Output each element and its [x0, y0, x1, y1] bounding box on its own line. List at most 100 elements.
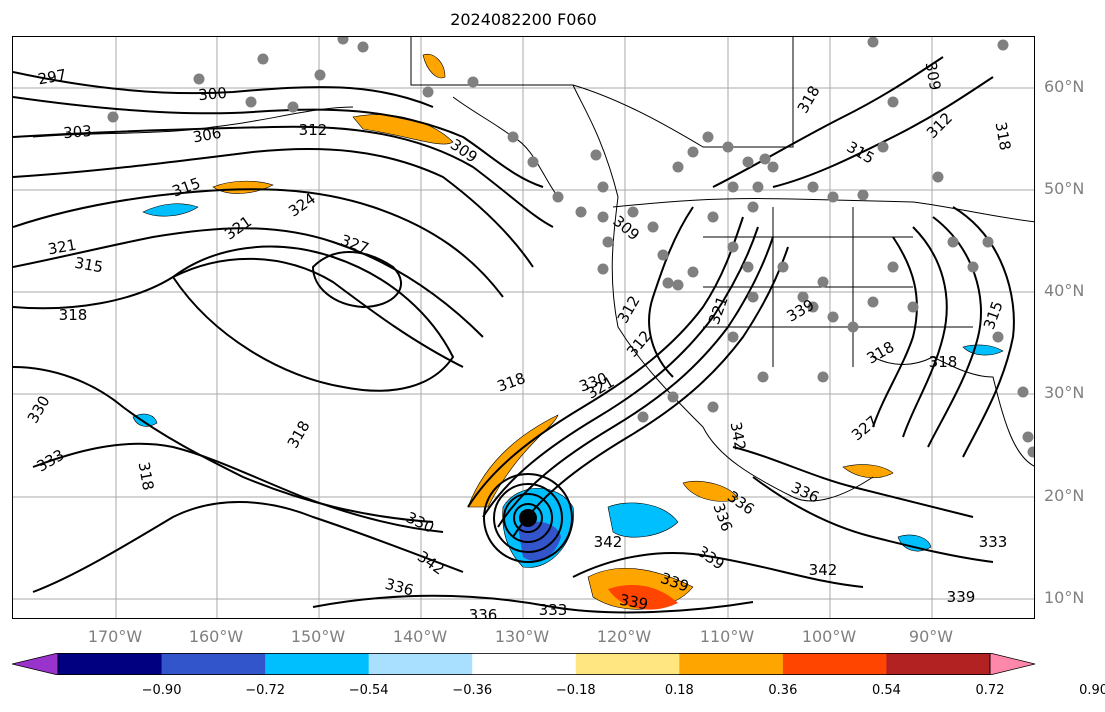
station-dot: [747, 201, 759, 213]
colorbar-tick-label: −0.18: [555, 683, 596, 698]
station-dot: [193, 73, 205, 85]
lat-label-60n: 60°N: [1044, 77, 1085, 96]
contour-label: 339: [947, 588, 976, 606]
colorbar-outline: [57, 653, 991, 675]
station-dot: [847, 321, 859, 333]
station-dot: [597, 263, 609, 275]
contour-label: 336: [383, 575, 415, 600]
station-dot: [1022, 431, 1034, 443]
contour-label: 318: [135, 460, 158, 491]
station-dot: [797, 291, 809, 303]
colorbar-extend-low: [12, 653, 59, 675]
station-dot: [727, 181, 739, 193]
contour-label: 309: [609, 212, 643, 244]
station-dot: [245, 96, 257, 108]
station-dot: [747, 291, 759, 303]
station-dot: [759, 153, 771, 165]
station-dot: [877, 141, 889, 153]
station-dot: [597, 181, 609, 193]
lat-label-40n: 40°N: [1044, 281, 1085, 300]
contour-label: 309: [922, 60, 945, 91]
contour-label: 303: [63, 122, 93, 142]
contour-label: 318: [284, 418, 314, 452]
contour-label: 342: [727, 420, 750, 451]
lat-label-50n: 50°N: [1044, 179, 1085, 198]
station-dot: [817, 276, 829, 288]
station-dot: [1017, 386, 1029, 398]
station-dot: [997, 39, 1009, 51]
station-dot: [575, 206, 587, 218]
colorbar-extend-high: [989, 653, 1036, 675]
lat-label-30n: 30°N: [1044, 383, 1085, 402]
contour-label: 318: [59, 306, 88, 324]
lat-label-10n: 10°N: [1044, 588, 1085, 607]
colorbar-segment: [58, 653, 163, 675]
contour-label: 297: [36, 66, 67, 89]
station-dot: [827, 191, 839, 203]
shade-negative-ne: [607, 502, 679, 538]
contour-label: 339: [618, 591, 649, 614]
colorbar-segment: [575, 653, 680, 675]
colorbar-tick-label: −0.72: [245, 683, 286, 698]
shade-positive-north: [422, 53, 446, 79]
colorbar-tick-label: 0.18: [664, 683, 694, 698]
lon-label-120w: 120°W: [596, 627, 652, 646]
colorbar: [12, 653, 1036, 675]
colorbar-tick-label: −0.90: [141, 683, 182, 698]
lon-label-90w: 90°W: [908, 627, 954, 646]
station-dot: [752, 181, 764, 193]
colorbar-segment: [161, 653, 266, 675]
station-dot: [707, 401, 719, 413]
shaded-fields: [132, 53, 1004, 610]
contour-label: 333: [34, 446, 68, 476]
lat-label-20n: 20°N: [1044, 486, 1085, 505]
station-dot: [527, 156, 539, 168]
station-dot: [807, 301, 819, 313]
contour-label: 315: [170, 174, 203, 201]
theta-contours: [13, 56, 1015, 614]
station-dot: [662, 277, 674, 289]
station-dot: [667, 391, 679, 403]
map-title: 2024082200 F060: [450, 10, 597, 29]
shade-positive-mex: [682, 480, 739, 502]
station-dot: [742, 261, 754, 273]
station-dot: [107, 111, 119, 123]
station-dot: [602, 236, 614, 248]
station-dot: [722, 141, 734, 153]
station-dot: [707, 211, 719, 223]
shade-negative-seast: [897, 534, 932, 552]
lon-label-170w: 170°W: [87, 627, 143, 646]
contour-label: 321: [221, 212, 255, 243]
station-dot: [687, 266, 699, 278]
station-dot: [932, 171, 944, 183]
station-dot: [507, 131, 519, 143]
colorbar-segment: [886, 653, 991, 675]
station-dot: [807, 181, 819, 193]
station-dot: [627, 206, 639, 218]
station-dot: [597, 211, 609, 223]
station-dot: [777, 261, 789, 273]
contour-label: 336: [469, 606, 498, 619]
lon-label-150w: 150°W: [290, 627, 346, 646]
station-dot: [767, 161, 779, 173]
contour-label: 342: [414, 547, 448, 578]
station-dot: [687, 146, 699, 158]
shade-positive-carib: [842, 464, 894, 479]
colorbar-tick-label: 0.36: [768, 683, 798, 698]
station-dot: [857, 189, 869, 201]
colorbar-segment: [472, 653, 577, 675]
station-dot: [887, 96, 899, 108]
station-dot: [552, 191, 564, 203]
station-dot: [867, 296, 879, 308]
contour-label: 342: [594, 533, 623, 551]
station-dot: [590, 149, 602, 161]
map-panel: 297 300 303 306 312 309 315 321 324 327 315 318 321 3…: [12, 36, 1035, 619]
contour-label: 312: [299, 121, 328, 139]
lon-label-160w: 160°W: [188, 627, 244, 646]
contour-label: 300: [198, 84, 228, 104]
station-dot: [887, 261, 899, 273]
contour-label: 333: [539, 601, 568, 619]
shade-negative-west: [142, 203, 199, 217]
station-dot: [647, 221, 659, 233]
